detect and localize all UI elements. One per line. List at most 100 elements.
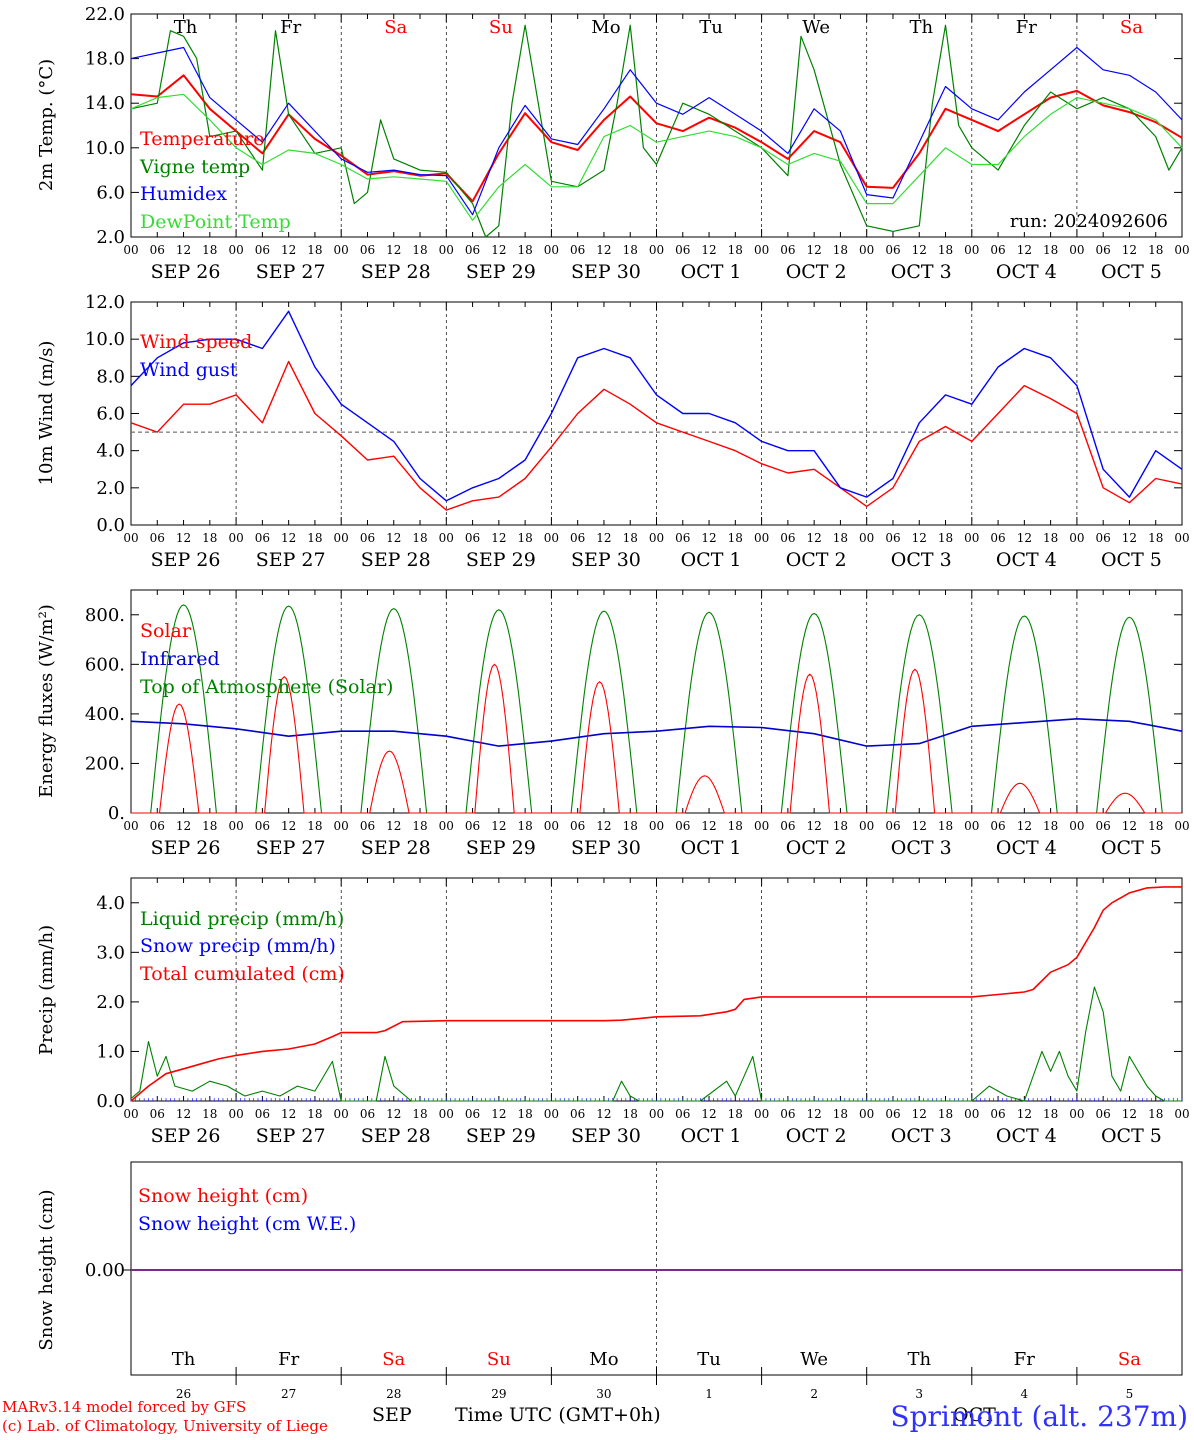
panel-2-hour-label: 06 bbox=[1096, 531, 1111, 545]
panel-4-ytick-label: 3.0 bbox=[96, 942, 125, 963]
panel-1-hour-label: 18 bbox=[1148, 243, 1163, 257]
panel-2-hour-label: 06 bbox=[780, 531, 795, 545]
panel-2-hour-label: 12 bbox=[1122, 531, 1137, 545]
panel-3-ytick-label: 400. bbox=[85, 704, 125, 725]
panel-2-ytick-label: 8.0 bbox=[96, 366, 125, 387]
panel-2-hour-label: 00 bbox=[544, 531, 559, 545]
panel-2-date-label: SEP 30 bbox=[571, 549, 641, 571]
footer-month-oct: OCT bbox=[953, 1404, 996, 1426]
bottom-day-number: 29 bbox=[491, 1387, 506, 1401]
panel-4-hour-label: 18 bbox=[202, 1107, 217, 1121]
panel-1-hour-label: 18 bbox=[728, 243, 743, 257]
panel-4-date-label: SEP 29 bbox=[466, 1125, 536, 1147]
top-day-label: Fr bbox=[1016, 17, 1037, 38]
panel-3-hour-label: 12 bbox=[281, 819, 296, 833]
panel-3-date-label: OCT 3 bbox=[891, 837, 952, 859]
panel-2-hour-label: 06 bbox=[465, 531, 480, 545]
panel-3-date-label: SEP 30 bbox=[571, 837, 641, 859]
panel-1-hour-label: 12 bbox=[491, 243, 506, 257]
panel-4-hour-label: 00 bbox=[1069, 1107, 1084, 1121]
panel-4-date-label: OCT 5 bbox=[1101, 1125, 1162, 1147]
panel-2-hour-label: 00 bbox=[228, 531, 243, 545]
panel-3-hour-label: 06 bbox=[150, 819, 165, 833]
panel-2-hour-label: 06 bbox=[150, 531, 165, 545]
panel-2-hour-label: 06 bbox=[360, 531, 375, 545]
temp-series-0 bbox=[130, 74, 1183, 203]
panel-4-hour-label: 18 bbox=[728, 1107, 743, 1121]
panel-3-hour-label: 12 bbox=[1122, 819, 1137, 833]
panel-1-hour-label: 06 bbox=[990, 243, 1005, 257]
panel-1-hour-label: 06 bbox=[885, 243, 900, 257]
panel-2-hour-label: 12 bbox=[386, 531, 401, 545]
footer-model: MARv3.14 model forced by GFS bbox=[2, 1398, 247, 1416]
panel-3-date-label: OCT 5 bbox=[1101, 837, 1162, 859]
panel-1-date-label: SEP 27 bbox=[256, 261, 326, 283]
panel-5-legend-0: Snow height (cm) bbox=[138, 1185, 308, 1207]
panel-1-hour-label: 18 bbox=[517, 243, 532, 257]
panel-2-date-label: OCT 4 bbox=[996, 549, 1057, 571]
panel-1-legend-2: Humidex bbox=[140, 183, 227, 205]
panel-3-date-label: SEP 28 bbox=[361, 837, 431, 859]
panel-3-date-label: OCT 1 bbox=[681, 837, 742, 859]
bottom-day-number: 1 bbox=[705, 1387, 713, 1401]
panel-1-hour-label: 00 bbox=[439, 243, 454, 257]
panel-3-date-label: SEP 26 bbox=[151, 837, 221, 859]
panel-3-hour-label: 00 bbox=[544, 819, 559, 833]
panel-3-hour-label: 12 bbox=[386, 819, 401, 833]
bottom-day-label: Th bbox=[172, 1349, 196, 1370]
temp-series-1 bbox=[130, 24, 1183, 238]
panel-2-ytick-label: 12.0 bbox=[85, 292, 125, 313]
panel-4-legend-1: Snow precip (mm/h) bbox=[140, 935, 336, 957]
bottom-day-number: 26 bbox=[176, 1387, 191, 1401]
footer-time-axis: Time UTC (GMT+0h) bbox=[455, 1404, 661, 1426]
panel-3-hour-label: 12 bbox=[912, 819, 927, 833]
panel-4-hour-label: 00 bbox=[754, 1107, 769, 1121]
panel-3-hour-label: 18 bbox=[307, 819, 322, 833]
panel-4-hour-label: 00 bbox=[649, 1107, 664, 1121]
panel-2-ytick-label: 4.0 bbox=[96, 441, 125, 462]
panel-4-hour-label: 06 bbox=[255, 1107, 270, 1121]
panel-2-hour-label: 18 bbox=[412, 531, 427, 545]
panel-1-ytick-label: 2.0 bbox=[96, 227, 125, 248]
panel-2-hour-label: 00 bbox=[334, 531, 349, 545]
panel-2-hour-label: 06 bbox=[885, 531, 900, 545]
panel-3-date-label: SEP 27 bbox=[256, 837, 326, 859]
panel-4-hour-label: 06 bbox=[570, 1107, 585, 1121]
panel-1-date-label: OCT 2 bbox=[786, 261, 847, 283]
panel-2-ytick-label: 0.0 bbox=[96, 515, 125, 536]
panel-2-hour-label: 18 bbox=[202, 531, 217, 545]
top-day-label: Tu bbox=[699, 17, 723, 38]
panel-4-hour-label: 18 bbox=[1043, 1107, 1058, 1121]
panel-4-hour-label: 18 bbox=[517, 1107, 532, 1121]
top-day-label: Th bbox=[909, 17, 933, 38]
panel-4-date-label: OCT 1 bbox=[681, 1125, 742, 1147]
panel-2-hour-label: 18 bbox=[728, 531, 743, 545]
panel-2-hour-label: 06 bbox=[675, 531, 690, 545]
panel-4-hour-label: 18 bbox=[938, 1107, 953, 1121]
panel-4-hour-label: 12 bbox=[1122, 1107, 1137, 1121]
panel-2-hour-label: 18 bbox=[517, 531, 532, 545]
panel-1-hour-label: 12 bbox=[1017, 243, 1032, 257]
panel-3-hour-label: 18 bbox=[728, 819, 743, 833]
panel-2-hour-label: 06 bbox=[255, 531, 270, 545]
panel-1-hour-label: 00 bbox=[1069, 243, 1084, 257]
liquid-precip-line bbox=[130, 986, 1182, 1102]
panel-1-legend-3: DewPoint Temp bbox=[140, 211, 291, 233]
panel-2-hour-label: 00 bbox=[754, 531, 769, 545]
panel-2-date-label: SEP 28 bbox=[361, 549, 431, 571]
panel-3-date-label: SEP 29 bbox=[466, 837, 536, 859]
panel-1-hour-label: 12 bbox=[701, 243, 716, 257]
top-day-label: Th bbox=[174, 17, 198, 38]
panel-1-ylabel: 2m Temp. (°C) bbox=[36, 59, 57, 191]
panel-3-hour-label: 12 bbox=[596, 819, 611, 833]
panel-1-hour-label: 06 bbox=[465, 243, 480, 257]
panel-1-hour-label: 00 bbox=[544, 243, 559, 257]
panel-5-legend-1: Snow height (cm W.E.) bbox=[138, 1213, 356, 1235]
panel-3-hour-label: 06 bbox=[675, 819, 690, 833]
panel-2-ytick-label: 6.0 bbox=[96, 404, 125, 425]
panel-4-hour-label: 12 bbox=[701, 1107, 716, 1121]
panel-4-date-label: OCT 3 bbox=[891, 1125, 952, 1147]
panel-4-date-label: SEP 26 bbox=[151, 1125, 221, 1147]
panel-3-legend-0: Solar bbox=[140, 620, 192, 642]
panel-4-hour-label: 12 bbox=[807, 1107, 822, 1121]
